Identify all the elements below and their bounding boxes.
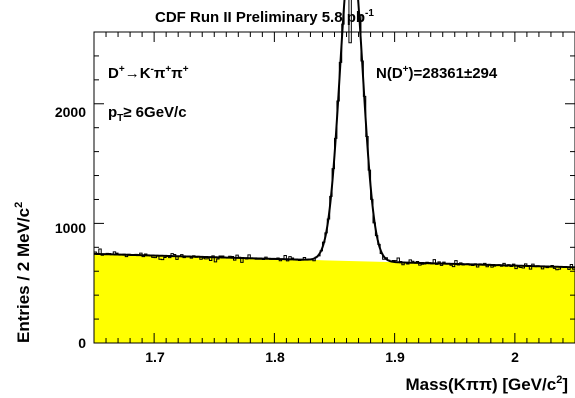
annotation-yield: N(D+)=28361±294: [376, 64, 498, 82]
annotation-pt: pT≥ 6GeV/c: [108, 104, 187, 124]
data-histogram: [94, 0, 575, 271]
x-axis-label-text: Mass(Kππ) [GeV/c: [405, 375, 556, 394]
y-axis-label-sup: 2: [13, 202, 25, 208]
chart-title-sup: -1: [365, 8, 374, 19]
x-axis-label: Mass(Kππ) [GeV/c2]: [405, 374, 568, 394]
x-tick-label-1.7: 1.7: [145, 349, 165, 365]
fit-curve: [93, 0, 575, 269]
x-tick-label-1.8: 1.8: [265, 349, 285, 365]
axis-ticks: [93, 31, 575, 344]
annotation-decay: D+→K-π+π+: [108, 64, 189, 82]
y-tick-label-2000: 2000: [55, 104, 86, 120]
x-tick-label-2: 2: [511, 349, 519, 365]
y-tick-label-0: 0: [78, 335, 86, 351]
y-axis-label-text: Entries / 2 MeV/c: [14, 208, 33, 343]
chart-title-text: CDF Run II Preliminary 5.8 pb: [155, 9, 365, 26]
y-tick-label-1000: 1000: [55, 220, 86, 236]
y-axis-label: Entries / 2 MeV/c2: [13, 202, 33, 343]
x-tick-label-1.9: 1.9: [385, 349, 405, 365]
background-fill: [94, 253, 575, 343]
x-axis-label-sup: 2: [556, 374, 562, 386]
chart-title: CDF Run II Preliminary 5.8 pb-1: [155, 8, 374, 26]
x-axis-label-end: ]: [562, 375, 568, 394]
